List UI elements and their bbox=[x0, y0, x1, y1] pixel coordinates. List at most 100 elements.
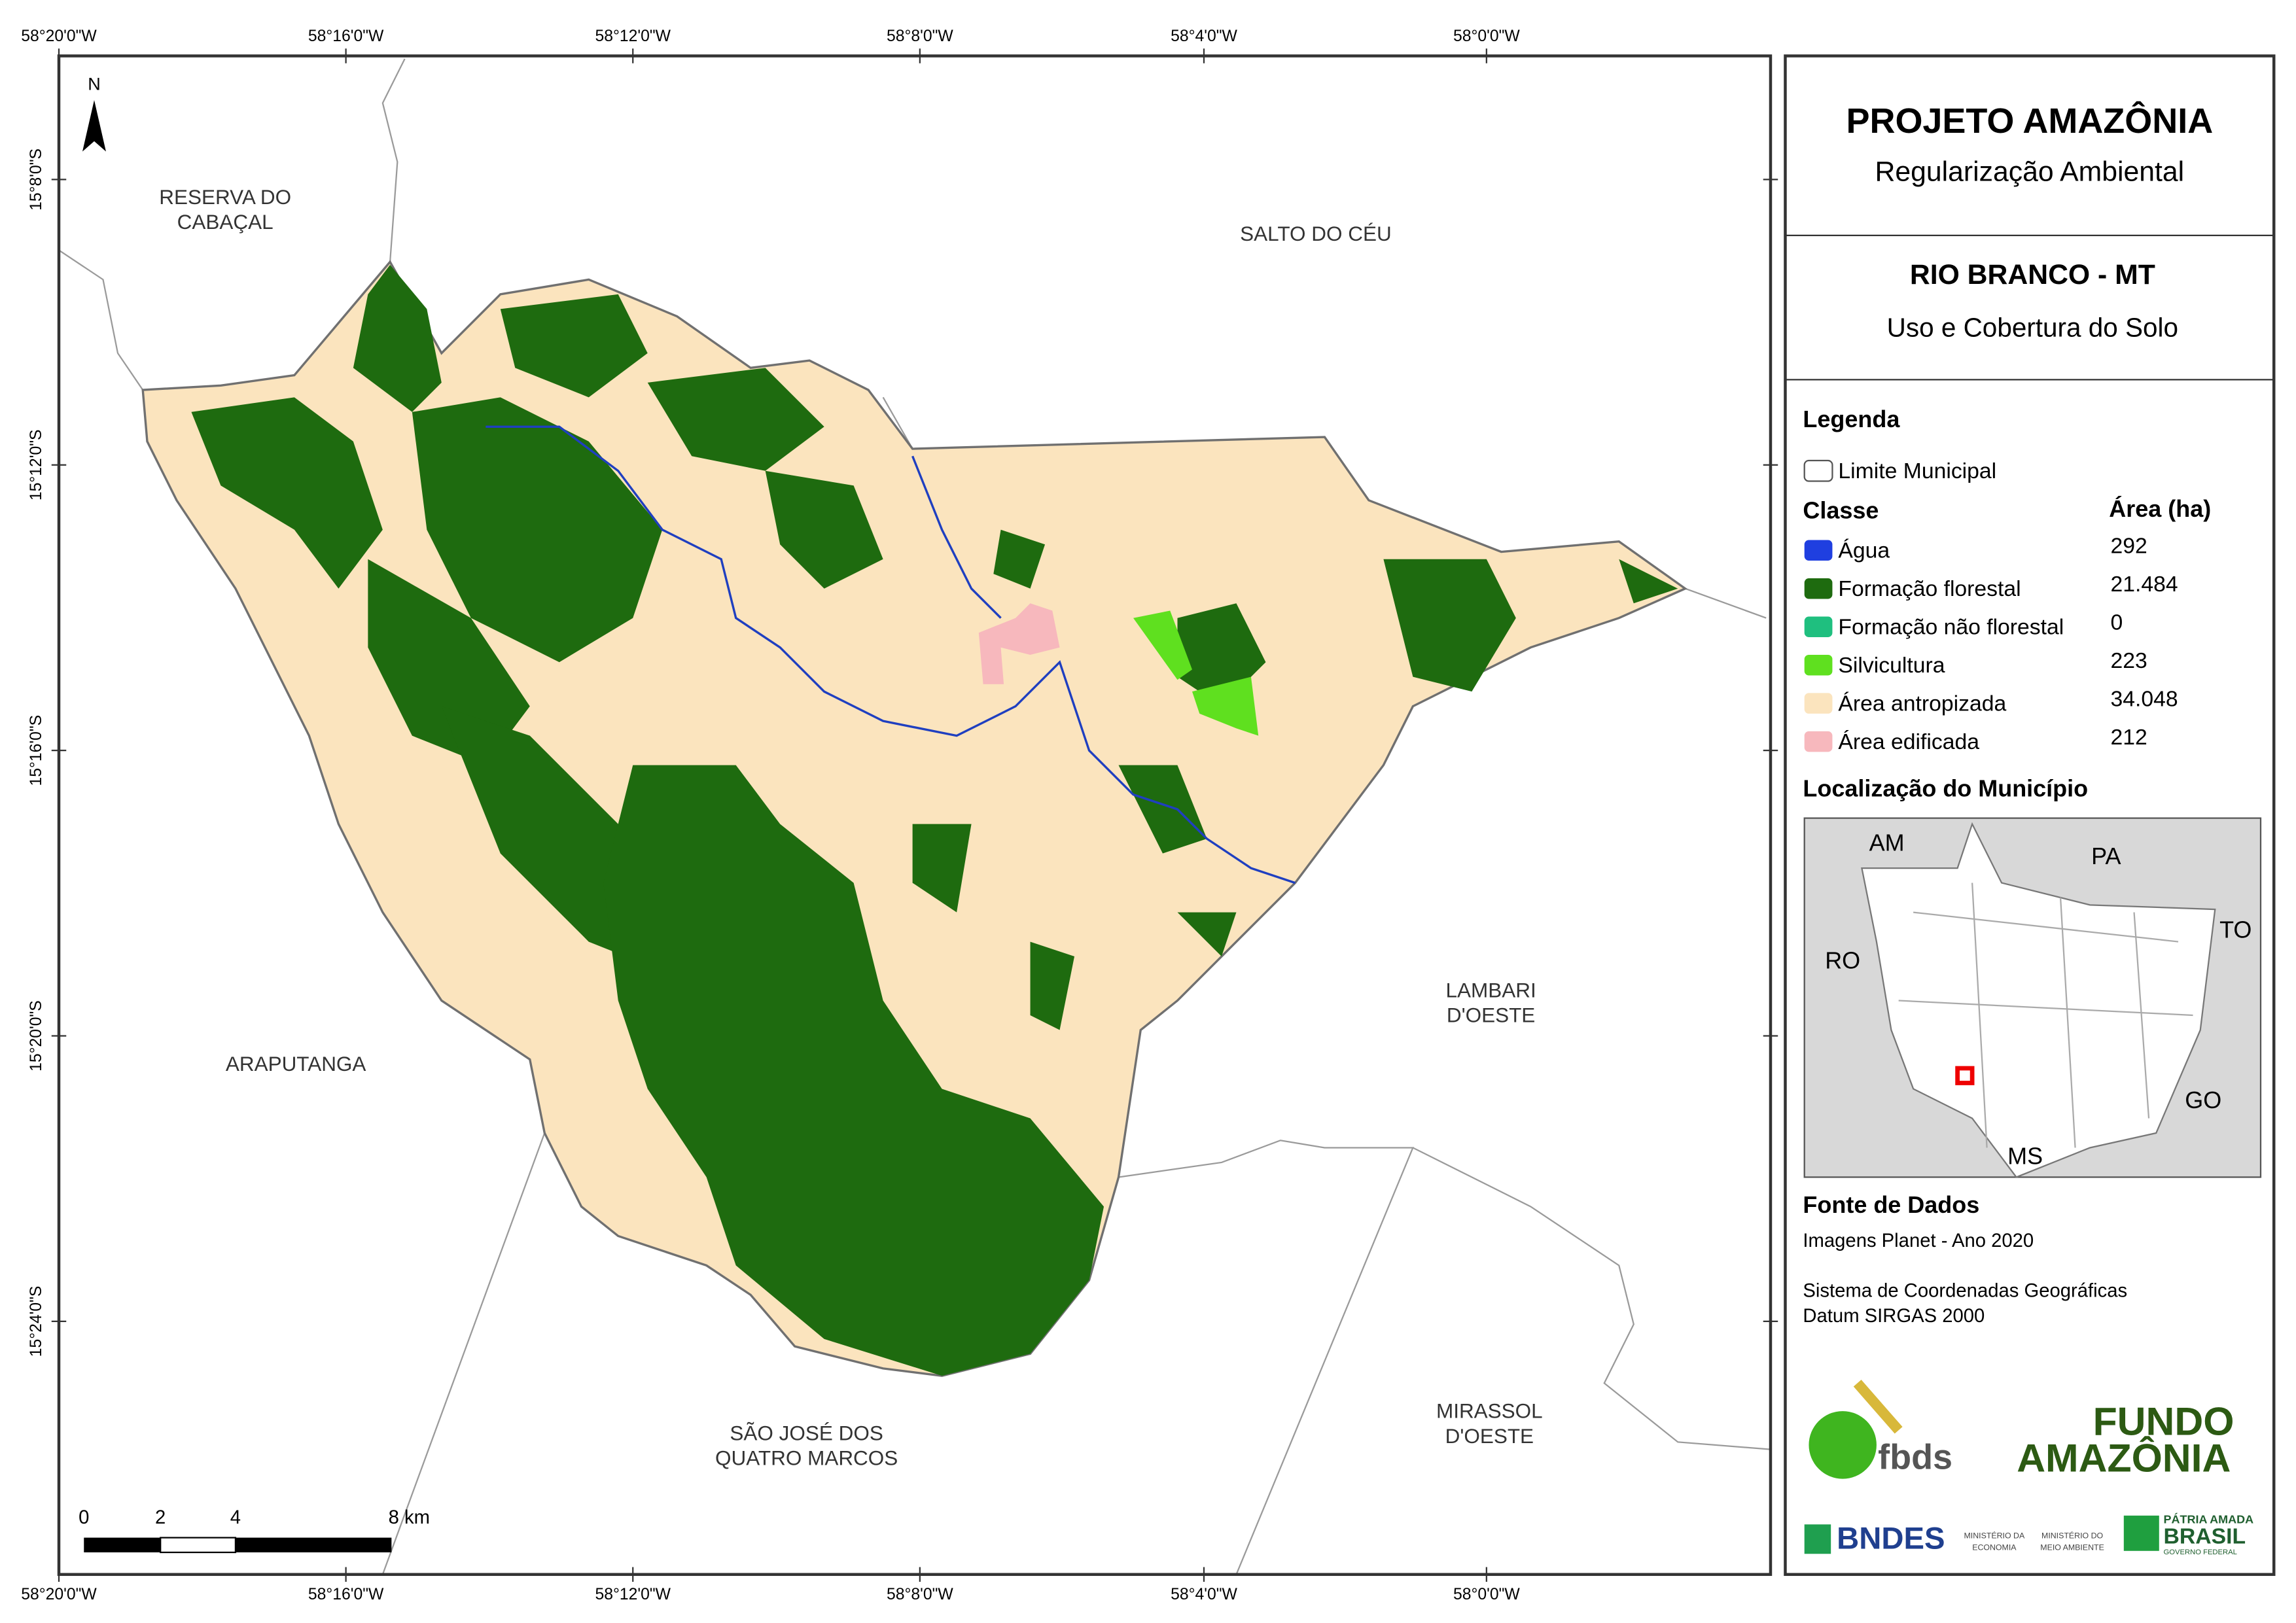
lon-label: 58°4'0"W bbox=[1171, 1586, 1237, 1603]
scale-label: 4 bbox=[230, 1507, 241, 1528]
lon-label: 58°8'0"W bbox=[887, 27, 953, 45]
legend-swatch bbox=[1804, 540, 1833, 561]
lon-label: 58°4'0"W bbox=[1171, 27, 1237, 45]
map-title: RIO BRANCO - MT bbox=[1910, 259, 2155, 290]
legend-label: Água bbox=[1838, 538, 1890, 563]
scale-label: 2 bbox=[155, 1507, 166, 1528]
source-line: Sistema de Coordenadas Geográficas bbox=[1803, 1281, 2127, 1302]
brasil-text: GOVERNO FEDERAL bbox=[2164, 1548, 2237, 1556]
lon-label: 58°20'0"W bbox=[21, 27, 97, 45]
fbds-logo bbox=[1809, 1411, 1877, 1479]
river bbox=[486, 425, 1296, 884]
scale-label: 0 bbox=[79, 1507, 89, 1528]
neighbor-label: SALTO DO CÉU bbox=[1240, 222, 1392, 245]
lat-label: 15°8'0"S bbox=[27, 148, 45, 211]
lon-label: 58°8'0"W bbox=[887, 1586, 953, 1603]
scale-segment bbox=[160, 1537, 237, 1554]
ministry-text: MINISTÉRIO DO bbox=[2041, 1531, 2103, 1541]
fbds-logo-bar bbox=[1853, 1380, 1903, 1434]
state-label: RO bbox=[1825, 947, 1860, 974]
project-subtitle: Regularização Ambiental bbox=[1875, 156, 2185, 188]
neighbor-label: RESERVA DO bbox=[159, 185, 291, 209]
legend-panel: PROJETO AMAZÔNIA Regularização Ambiental… bbox=[1784, 54, 2276, 1577]
legend-swatch bbox=[1804, 578, 1833, 599]
neighbor-label: SÃO JOSÉ DOS bbox=[730, 1421, 883, 1444]
neighbor-label: QUATRO MARCOS bbox=[715, 1446, 898, 1470]
legend-label: Formação florestal bbox=[1838, 576, 2021, 601]
state-label: GO bbox=[2185, 1087, 2221, 1113]
lon-label: 58°20'0"W bbox=[21, 1586, 97, 1603]
built-area bbox=[978, 603, 1060, 684]
legend-title: Legenda bbox=[1803, 406, 1900, 432]
map-frame: N bbox=[57, 54, 1773, 1577]
north-arrow bbox=[82, 99, 106, 152]
area-header: Área (ha) bbox=[2109, 495, 2211, 522]
scale-segment bbox=[235, 1537, 392, 1553]
lat-label: 15°16'0"S bbox=[27, 715, 45, 786]
lat-label: 15°20'0"S bbox=[27, 1000, 45, 1072]
state-label: AM bbox=[1869, 829, 1905, 856]
neighbor-label: CABAÇAL bbox=[177, 210, 274, 234]
brasil-text: BRASIL bbox=[2164, 1524, 2246, 1548]
legend-swatch bbox=[1804, 693, 1833, 714]
lat-label: 15°24'0"S bbox=[27, 1286, 45, 1357]
ministry-text: MINISTÉRIO DA bbox=[1964, 1531, 2025, 1541]
north-label: N bbox=[88, 75, 101, 94]
location-marker bbox=[1955, 1066, 1975, 1085]
legend-label: Formação não florestal bbox=[1838, 614, 2064, 639]
legend-label: Silvicultura bbox=[1838, 653, 1945, 678]
location-title: Localização do Município bbox=[1803, 775, 2088, 801]
state-shape bbox=[1861, 822, 2216, 1178]
lon-label: 58°12'0"W bbox=[595, 1586, 671, 1603]
legend-swatch bbox=[1804, 654, 1833, 676]
neighbor-label: MIRASSOL bbox=[1436, 1399, 1543, 1423]
legend-swatch bbox=[1804, 616, 1833, 637]
source-title: Fonte de Dados bbox=[1803, 1191, 1979, 1218]
legend-area: 21.484 bbox=[2111, 572, 2178, 597]
neighbor-label: D'OESTE bbox=[1445, 1424, 1534, 1448]
fundo-text: FUNDO bbox=[2093, 1399, 2234, 1443]
neighbor-label: D'OESTE bbox=[1447, 1003, 1535, 1027]
neighbor-label: ARAPUTANGA bbox=[226, 1052, 366, 1075]
lon-label: 58°12'0"W bbox=[595, 27, 671, 45]
project-title: PROJETO AMAZÔNIA bbox=[1846, 101, 2213, 141]
legend-area: 212 bbox=[2111, 725, 2147, 750]
lat-label: 15°12'0"S bbox=[27, 429, 45, 500]
bndes-text: BNDES bbox=[1837, 1522, 1945, 1556]
legend-area: 34.048 bbox=[2111, 687, 2178, 712]
fbds-text: fbds bbox=[1878, 1438, 1952, 1477]
legend-area: 292 bbox=[2111, 534, 2147, 559]
state-label: MS bbox=[2007, 1143, 2043, 1170]
ministry-text: MEIO AMBIENTE bbox=[2040, 1543, 2104, 1552]
lon-label: 58°16'0"W bbox=[308, 1586, 384, 1603]
map-subtitle: Uso e Cobertura do Solo bbox=[1887, 313, 2178, 343]
scale-label: 8 km bbox=[389, 1507, 430, 1528]
source-line: Datum SIRGAS 2000 bbox=[1803, 1306, 1985, 1327]
scale-segment bbox=[84, 1537, 161, 1553]
panel-border bbox=[1784, 54, 2276, 1577]
state-label: TO bbox=[2219, 916, 2252, 943]
brasil-flag bbox=[2123, 1515, 2159, 1551]
lon-label: 58°0'0"W bbox=[1453, 1586, 1520, 1603]
bndes-logo bbox=[1804, 1524, 1831, 1554]
source-line: Imagens Planet - Ano 2020 bbox=[1803, 1230, 2034, 1251]
boundary-swatch bbox=[1803, 459, 1833, 482]
legend-label: Área edificada bbox=[1838, 729, 1979, 754]
silviculture bbox=[1133, 610, 1259, 736]
legend-swatch bbox=[1804, 731, 1833, 752]
lon-label: 58°0'0"W bbox=[1453, 27, 1520, 45]
lon-label: 58°16'0"W bbox=[308, 27, 384, 45]
fundo-text: AMAZÔNIA bbox=[2017, 1436, 2231, 1480]
boundary-label: Limite Municipal bbox=[1838, 459, 1996, 483]
map-border bbox=[57, 54, 1773, 1577]
legend-area: 223 bbox=[2111, 648, 2147, 673]
legend-label: Área antropizada bbox=[1838, 691, 2006, 716]
state-label: PA bbox=[2091, 843, 2121, 869]
class-header: Classe bbox=[1803, 497, 1879, 523]
municipal-lines bbox=[1898, 882, 2193, 1148]
ministry-text: ECONOMIA bbox=[1972, 1543, 2017, 1552]
neighbor-label: LAMBARI bbox=[1445, 978, 1536, 1002]
brasil-text: PÁTRIA AMADA bbox=[2164, 1512, 2254, 1526]
